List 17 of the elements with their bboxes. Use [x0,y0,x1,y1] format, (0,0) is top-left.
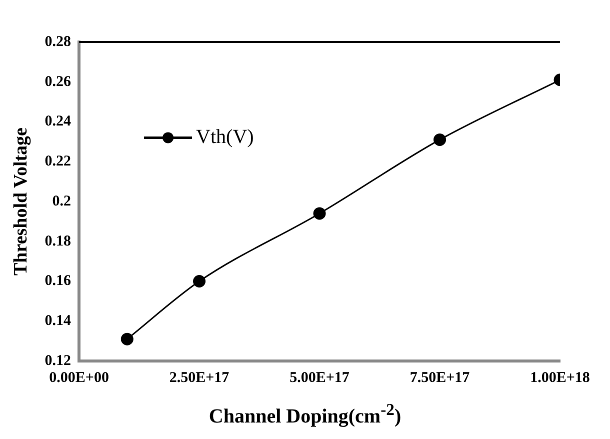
x-tick-label: 2.50E+17 [169,370,230,386]
x-tick-label: 1.00E+18 [530,370,590,386]
x-tick-label: 0.00E+00 [49,370,109,386]
y-tick-label: 0.18 [44,233,72,250]
y-tick-label: 0.26 [44,74,72,90]
y-tick-label: 0.22 [44,154,72,170]
y-tick-label: 0.14 [44,313,72,329]
y-axis-title: Threshold Voltage [10,128,32,276]
y-tick-label: 0.16 [44,273,72,290]
x-axis-title: Channel Doping(cm$^{-2}$) [208,400,402,429]
y-tick-label: 0.28 [44,34,72,50]
x-tick-label: 5.00E+17 [290,370,350,386]
y-tick-label: 0.12 [44,352,72,369]
legend-label: Vth(V) [196,126,254,148]
y-tick-label: 0.24 [44,114,72,130]
x-tick-label: 7.50E+17 [410,370,470,386]
y-tick-label: 0.2 [52,193,72,210]
